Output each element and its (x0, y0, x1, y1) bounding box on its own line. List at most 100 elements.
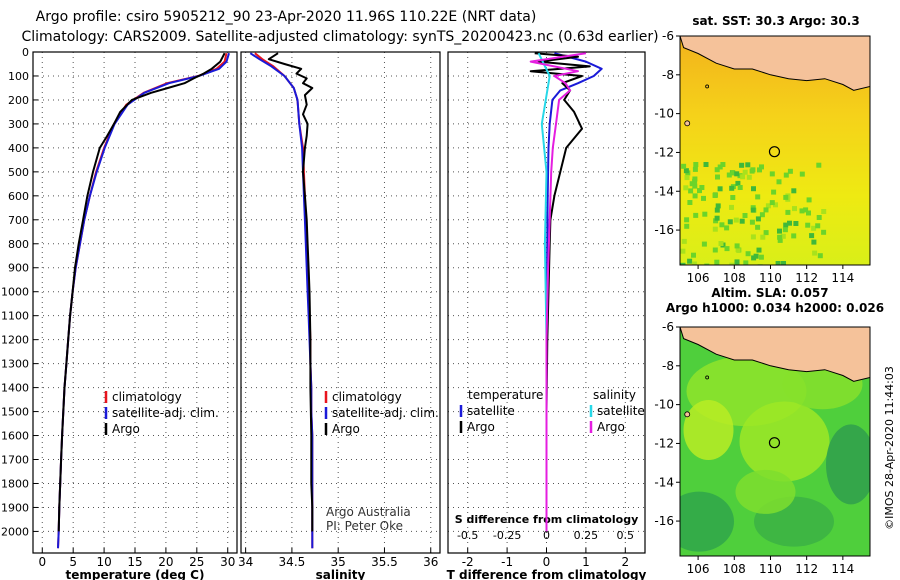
sst-cell (681, 163, 687, 169)
sst-cell (803, 207, 809, 213)
sst-map: 106 108 110 112 114 -6 -8 -10 -12 -14 -16 (654, 29, 871, 285)
sst-cell (687, 200, 693, 205)
map-x-tick-label: 110 (759, 562, 782, 576)
sst-cell (684, 217, 690, 223)
y-tick-label: 1600 (1, 430, 29, 443)
legend-label: satellite (467, 404, 515, 418)
sst-cell (749, 219, 755, 225)
map-x-tick-label: 106 (687, 271, 710, 285)
legend-header-temperature: temperature (468, 388, 543, 402)
sst-cell (704, 263, 710, 265)
sst-cell (719, 222, 725, 228)
series-line-satellite-adj-clim- (57, 52, 230, 549)
map-x-tick-label: 108 (723, 271, 746, 285)
plot-frame (240, 51, 441, 554)
map-field (680, 36, 870, 265)
sst-cell (701, 241, 707, 247)
profile-location-marker (768, 437, 781, 449)
sst-cell (745, 251, 751, 257)
series-line-satellite-adj-clim- (249, 52, 314, 549)
y-tick-label: 1900 (1, 501, 29, 514)
sst-cell (787, 168, 793, 174)
s-diff-tick-label: 0 (543, 529, 550, 542)
sst-cell (759, 164, 764, 170)
x-tick-label: 2 (621, 555, 629, 569)
sst-cell (715, 203, 721, 209)
sst-cell (751, 186, 756, 192)
sst-cell (759, 212, 765, 218)
y-tick-label: 1200 (1, 334, 29, 347)
island (705, 375, 710, 380)
sst-cell (812, 250, 818, 256)
sst-cell (763, 207, 769, 213)
x-tick-label: 15 (127, 555, 142, 569)
sst-cell (692, 166, 698, 172)
sst-cell (684, 223, 690, 229)
sst-cell (699, 185, 705, 190)
x-tick-label: 34.5 (279, 555, 306, 569)
sst-cell (720, 162, 726, 167)
legend-label: climatology (332, 390, 402, 404)
sst-cell (739, 218, 745, 224)
sst-cell (816, 162, 822, 168)
x-tick-label: 35.5 (371, 555, 398, 569)
legend-label: Argo (597, 420, 625, 434)
map-y-tick-label: -10 (654, 107, 674, 121)
sla-blob (680, 491, 734, 552)
map-x-tick-label: 110 (759, 271, 782, 285)
sst-cell (756, 247, 762, 253)
sst-cell (805, 222, 811, 228)
y-tick-label: 1100 (1, 310, 29, 323)
sst-cell (739, 162, 745, 168)
sst-cell (714, 215, 720, 221)
sst-cell (742, 213, 748, 218)
map-frame (679, 326, 871, 557)
map-sla-subtitle: Argo h1000: 0.034 h2000: 0.026 (666, 301, 884, 315)
salinity-panel: 34 34.5 35 35.5 36 salinity climatology satelli… (238, 51, 441, 580)
s-diff-tick-label: -0.25 (493, 529, 521, 542)
profile-location-marker (768, 146, 781, 158)
sst-cell (757, 167, 762, 173)
sst-cell (806, 210, 811, 216)
sst-cell (726, 172, 732, 178)
map-y-tick-label: -6 (662, 29, 674, 43)
y-tick-label: 1500 (1, 406, 29, 419)
x-tick-label: 36 (423, 555, 438, 569)
map-x-tick-label: 114 (831, 271, 854, 285)
y-tick-label: 900 (8, 262, 29, 275)
sst-cell (703, 162, 709, 167)
legend-label: climatology (112, 390, 182, 404)
sst-cell (743, 260, 749, 265)
y-tick-label: 600 (8, 190, 29, 203)
sst-cell (712, 226, 718, 232)
sst-cell (783, 194, 789, 200)
x-tick-label: 35 (331, 555, 346, 569)
legend-label: Argo (332, 422, 360, 436)
sst-cell (713, 218, 719, 224)
island (684, 120, 691, 127)
sst-cell (780, 233, 786, 239)
sst-cell (792, 206, 797, 212)
island (684, 411, 691, 418)
x-axis-label: T difference from climatology (447, 568, 647, 580)
y-tick-label: 200 (8, 94, 29, 107)
x-tick-label: 0 (543, 555, 551, 569)
x-tick-label: 5 (69, 555, 77, 569)
sst-cell (729, 185, 735, 191)
legend-label: satellite-adj. clim. (332, 406, 439, 420)
sst-cell (724, 246, 730, 252)
sst-cell (712, 247, 718, 253)
sst-cell (811, 225, 817, 231)
x-tick-label: -1 (501, 555, 513, 569)
map-y-tick-label: -12 (654, 145, 674, 159)
map-x-tick-label: 112 (795, 562, 818, 576)
y-tick-label: 1800 (1, 477, 29, 490)
sst-cell (734, 171, 740, 177)
sst-cell (701, 195, 706, 201)
sst-cell (683, 185, 689, 191)
sst-cell (791, 188, 797, 194)
sst-cell (787, 220, 792, 226)
sst-cell (715, 174, 720, 180)
land-java (680, 327, 870, 382)
y-tick-label: 100 (8, 70, 29, 83)
